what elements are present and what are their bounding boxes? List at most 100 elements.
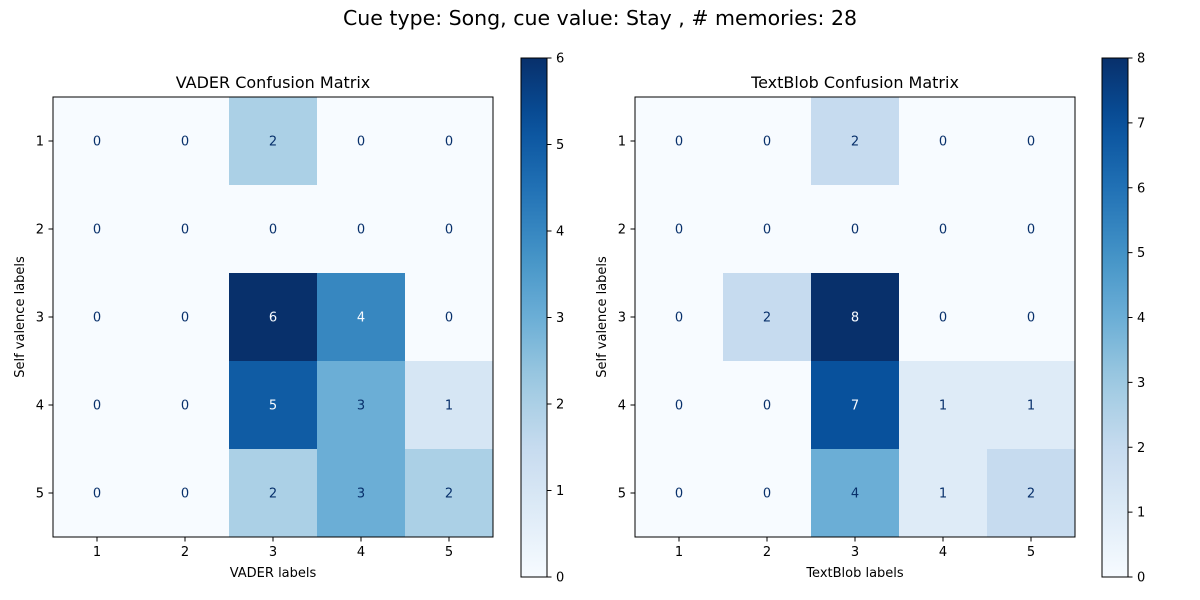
- x-tick-label: 4: [939, 545, 947, 560]
- heatmap-cell: [987, 97, 1076, 186]
- heatmap-cell: [317, 273, 406, 362]
- x-tick-label: 2: [181, 545, 189, 560]
- cell-value-label: 1: [445, 399, 453, 414]
- cell-value-label: 2: [1027, 487, 1035, 502]
- heatmap-cell: [635, 449, 724, 538]
- y-axis-label: Self valence labels: [13, 256, 28, 378]
- cell-value-label: 7: [851, 399, 859, 414]
- cell-value-label: 2: [851, 135, 859, 150]
- heatmap-cell: [811, 185, 900, 274]
- cell-value-label: 3: [357, 487, 365, 502]
- y-tick-label: 2: [618, 223, 626, 238]
- cell-value-label: 0: [763, 487, 771, 502]
- confusion-matrix-panel-2: 0 0 2 0 0 0 0 0 0 0 0 2 8 0 0 0 0 7 1 1 0 0 4 1 2 1 2 3 4 5 1 2 3 4 5 TextB…: [595, 52, 1145, 586]
- cell-value-label: 0: [763, 135, 771, 150]
- colorbar: [1101, 57, 1129, 578]
- y-tick-label: 5: [36, 487, 44, 502]
- cell-value-label: 0: [181, 135, 189, 150]
- heatmap-cell: [141, 185, 230, 274]
- x-axis-label: VADER labels: [230, 566, 317, 581]
- cell-value-label: 0: [851, 223, 859, 238]
- x-tick-label: 4: [357, 545, 365, 560]
- heatmap-cell: [405, 449, 494, 538]
- cell-value-label: 0: [675, 223, 683, 238]
- heatmap-cell: [811, 449, 900, 538]
- colorbar-tick-label: 7: [1137, 116, 1145, 131]
- heatmap-cell: [141, 449, 230, 538]
- cell-value-label: 5: [269, 399, 277, 414]
- colorbar-tick-label: 4: [1137, 311, 1145, 326]
- colorbar-tick-label: 2: [556, 398, 564, 413]
- heatmap-cell: [899, 97, 988, 186]
- colorbar-tick-label: 6: [1137, 181, 1145, 196]
- heatmap-cell: [405, 361, 494, 450]
- cell-value-label: 0: [93, 311, 101, 326]
- heatmap-cell: [811, 361, 900, 450]
- heatmap-cell: [811, 97, 900, 186]
- cell-value-label: 0: [1027, 223, 1035, 238]
- heatmap-cell: [405, 185, 494, 274]
- cell-value-label: 4: [851, 487, 859, 502]
- heatmap-cell: [635, 273, 724, 362]
- heatmap-cell: [987, 449, 1076, 538]
- colorbar-tick-label: 8: [1137, 52, 1145, 67]
- cell-value-label: 0: [939, 311, 947, 326]
- heatmap-cell: [317, 361, 406, 450]
- heatmap-cell: [53, 273, 142, 362]
- confusion-matrix-panel-1: 0 0 2 0 0 0 0 0 0 0 0 0 6 4 0 0 0 5 3 1 0 0 2 3 2 1 2 3 4 5 1 2 3 4 5 VADER…: [13, 52, 564, 586]
- y-tick-label: 4: [618, 399, 626, 414]
- cell-value-label: 4: [357, 311, 365, 326]
- cell-value-label: 0: [181, 487, 189, 502]
- x-tick-label: 5: [445, 545, 453, 560]
- cell-value-label: 2: [269, 135, 277, 150]
- colorbar-tick-label: 5: [556, 138, 564, 153]
- cell-value-label: 0: [93, 135, 101, 150]
- colorbar-tick-label: 1: [1137, 506, 1145, 521]
- cell-value-label: 0: [445, 135, 453, 150]
- heatmap-cell: [635, 361, 724, 450]
- y-tick-label: 1: [618, 135, 626, 150]
- cell-value-label: 0: [675, 487, 683, 502]
- heatmap-cell: [405, 97, 494, 186]
- cell-value-label: 0: [357, 135, 365, 150]
- heatmap-cell: [317, 185, 406, 274]
- cell-value-label: 0: [1027, 311, 1035, 326]
- cell-value-label: 0: [357, 223, 365, 238]
- heatmap-cell: [899, 273, 988, 362]
- heatmap-cell: [987, 273, 1076, 362]
- heatmap-cell: [811, 273, 900, 362]
- heatmap-cell: [899, 449, 988, 538]
- heatmap-cell: [53, 97, 142, 186]
- x-axis-label: TextBlob labels: [805, 566, 904, 581]
- heatmap-cell: [635, 185, 724, 274]
- cell-value-label: 0: [181, 223, 189, 238]
- colorbar-tick-label: 5: [1137, 246, 1145, 261]
- cell-value-label: 0: [181, 311, 189, 326]
- x-tick-label: 1: [93, 545, 101, 560]
- cell-value-label: 0: [675, 135, 683, 150]
- heatmap-cell: [53, 449, 142, 538]
- cell-value-label: 8: [851, 311, 859, 326]
- heatmap-cell: [229, 273, 318, 362]
- colorbar-tick-label: 0: [556, 571, 564, 586]
- y-tick-label: 3: [36, 311, 44, 326]
- cell-value-label: 0: [445, 311, 453, 326]
- heatmap-cell: [405, 273, 494, 362]
- chart-title: TextBlob Confusion Matrix: [750, 73, 959, 92]
- heatmap-cell: [723, 273, 812, 362]
- y-tick-label: 4: [36, 399, 44, 414]
- cell-value-label: 3: [357, 399, 365, 414]
- y-tick-label: 5: [618, 487, 626, 502]
- heatmap-cell: [229, 97, 318, 186]
- heatmap-cell: [723, 97, 812, 186]
- heatmap-cell: [229, 185, 318, 274]
- colorbar-tick-label: 4: [556, 225, 564, 240]
- heatmap-cell: [317, 449, 406, 538]
- x-tick-label: 5: [1027, 545, 1035, 560]
- colorbar-tick-label: 6: [556, 52, 564, 67]
- cell-value-label: 2: [445, 487, 453, 502]
- cell-value-label: 0: [675, 399, 683, 414]
- cell-value-label: 0: [93, 223, 101, 238]
- cell-value-label: 0: [93, 399, 101, 414]
